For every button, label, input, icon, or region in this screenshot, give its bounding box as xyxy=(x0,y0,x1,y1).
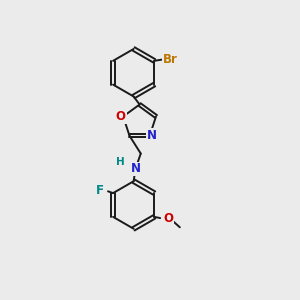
Text: F: F xyxy=(96,184,104,197)
Text: O: O xyxy=(164,212,173,225)
Text: H: H xyxy=(116,158,124,167)
Text: Br: Br xyxy=(163,53,178,66)
Text: O: O xyxy=(116,110,126,123)
Text: N: N xyxy=(130,163,140,176)
Text: N: N xyxy=(147,129,157,142)
